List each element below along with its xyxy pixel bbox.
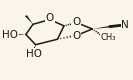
Text: O: O [46,13,54,23]
Text: CH₃: CH₃ [100,33,116,42]
Text: O: O [72,17,80,27]
Polygon shape [92,26,110,29]
Polygon shape [32,45,36,52]
Text: HO: HO [26,49,42,59]
Polygon shape [25,15,33,24]
Polygon shape [14,34,26,36]
Text: HO: HO [2,30,18,40]
Text: O: O [72,31,80,41]
Text: N: N [121,20,129,30]
